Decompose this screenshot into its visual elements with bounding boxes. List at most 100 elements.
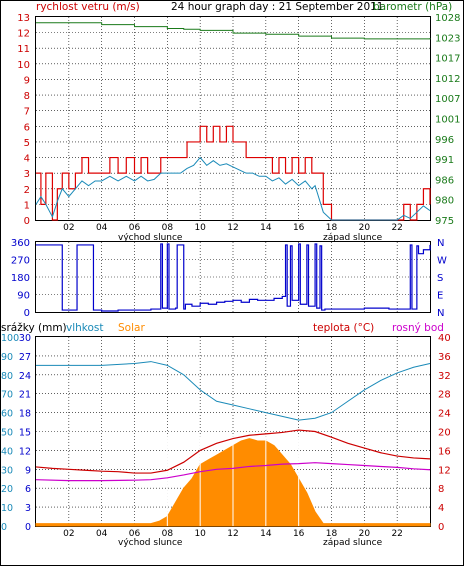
compass-tick-label: N (437, 238, 444, 249)
wind-tick-label: 5 (24, 138, 30, 149)
baro-tick-label: 986 (435, 175, 454, 186)
dewpoint-legend-label: rosný bod (392, 322, 444, 334)
wind-tick-label: 8 (24, 91, 30, 102)
wind-tick-label: 6 (24, 122, 30, 133)
x-tick-label: 14 (260, 529, 272, 539)
x-tick-label: 20 (359, 223, 371, 233)
temperature-tick-label: 20 (438, 428, 451, 439)
sunrise-label-1: východ slunce (118, 233, 183, 243)
wind-tick-label: 2 (24, 185, 30, 196)
rain-tick-label: 0 (25, 522, 31, 533)
baro-tick-label: 996 (435, 135, 454, 146)
wind-tick-label: 10 (17, 60, 30, 71)
wind-tick-label: 3 (24, 169, 30, 180)
direction-panel-frame (35, 241, 431, 313)
rain-tick-label: 24 (19, 371, 31, 382)
x-tick-label: 22 (391, 223, 402, 233)
compass-tick-label: W (437, 256, 447, 267)
baro-tick-label: 975 (435, 216, 454, 227)
temperature-tick-label: 40 (438, 333, 451, 344)
baro-tick-label: 980 (435, 196, 454, 207)
humidity-tick-label: 60 (1, 409, 13, 420)
x-tick-label: 08 (162, 223, 174, 233)
wind-baro-ticks: 1312111098765432101028102310171012100710… (17, 13, 460, 233)
temperature-tick-label: 28 (438, 390, 451, 401)
temperature-tick-label: 4 (438, 503, 444, 514)
baro-tick-label: 1007 (435, 94, 460, 105)
temperature-tick-label: 36 (438, 352, 451, 363)
compass-tick-label: N (437, 308, 444, 319)
direction-tick-label: 270 (11, 256, 30, 267)
humidity-tick-label: 80 (1, 371, 13, 382)
compass-tick-label: E (437, 291, 443, 302)
direction-tick-label: 360 (11, 238, 30, 249)
baro-tick-label: 1012 (435, 74, 460, 85)
rain-tick-label: 30 (19, 333, 31, 344)
x-tick-label: 08 (162, 529, 174, 539)
sunset-label-1: západ slunce (323, 233, 383, 243)
wind-tick-label: 0 (24, 216, 30, 227)
baro-tick-label: 1001 (435, 115, 460, 126)
wind-tick-label: 4 (24, 154, 30, 165)
x-tick-label: 10 (194, 529, 206, 539)
humidity-tick-label: 20 (1, 484, 13, 495)
rain-tick-label: 15 (19, 428, 31, 439)
direction-tick-label: 90 (17, 291, 30, 302)
x-tick-label: 06 (129, 529, 141, 539)
rain-tick-label: 6 (25, 484, 31, 495)
x-tick-label: 04 (96, 529, 108, 539)
x-tick-label: 02 (63, 223, 74, 233)
temperature-tick-label: 12 (438, 465, 451, 476)
direction-series (36, 243, 431, 312)
humidity-tick-label: 40 (1, 446, 13, 457)
rain-tick-label: 21 (19, 390, 31, 401)
humidity-axis-label: vlhkost (66, 322, 104, 334)
wind-axis-label: rychlost vetru (m/s) (36, 1, 140, 13)
x-tick-label: 16 (293, 223, 305, 233)
rain-temp-series (35, 361, 431, 527)
rain-temp-ticks: 1009080706050403020100302724211815129630… (1, 333, 451, 539)
wind-avg-line (35, 156, 431, 221)
humidity-tick-label: 70 (1, 390, 13, 401)
direction-tick-label: 0 (24, 308, 30, 319)
humidity-tick-label: 100 (1, 333, 19, 344)
rain-tick-label: 3 (25, 503, 31, 514)
x-tick-label: 02 (63, 529, 74, 539)
wind-tick-label: 12 (17, 29, 30, 40)
wind-tick-label: 13 (17, 13, 30, 24)
wind-baro-panel-frame (35, 16, 431, 221)
sunrise-label-2: východ slunce (118, 538, 183, 548)
baro-axis-label: barometr (hPa) (373, 1, 452, 13)
wind-tick-label: 7 (24, 107, 30, 118)
rain-axis-label: srážky (mm) (1, 322, 67, 334)
dewpoint-line (35, 462, 431, 482)
wind-direction-line (36, 243, 431, 312)
wind-gust-line (36, 125, 431, 221)
rain-tick-label: 9 (25, 465, 31, 476)
rain-tick-label: 27 (19, 352, 31, 363)
humidity-tick-label: 50 (1, 428, 13, 439)
temperature-tick-label: 0 (438, 522, 444, 533)
rain-tick-label: 18 (19, 409, 31, 420)
baro-tick-label: 1028 (435, 13, 460, 24)
humidity-line (36, 361, 431, 421)
humidity-tick-label: 30 (1, 465, 13, 476)
wind-tick-label: 11 (17, 44, 30, 55)
compass-tick-label: S (437, 273, 443, 284)
wind-baro-grid (36, 17, 430, 220)
humidity-tick-label: 0 (1, 522, 7, 533)
x-tick-label: 06 (129, 223, 141, 233)
sunset-label-2: západ slunce (323, 538, 383, 548)
baro-line (36, 22, 431, 40)
x-tick-label: 04 (96, 223, 108, 233)
wind-baro-series (35, 22, 431, 221)
baro-tick-label: 991 (435, 155, 454, 166)
x-tick-label: 12 (227, 529, 238, 539)
temperature-tick-label: 32 (438, 371, 451, 382)
x-tick-label: 16 (293, 529, 305, 539)
wind-tick-label: 9 (24, 75, 30, 86)
rain-tick-label: 12 (19, 446, 31, 457)
x-tick-label: 20 (359, 529, 371, 539)
